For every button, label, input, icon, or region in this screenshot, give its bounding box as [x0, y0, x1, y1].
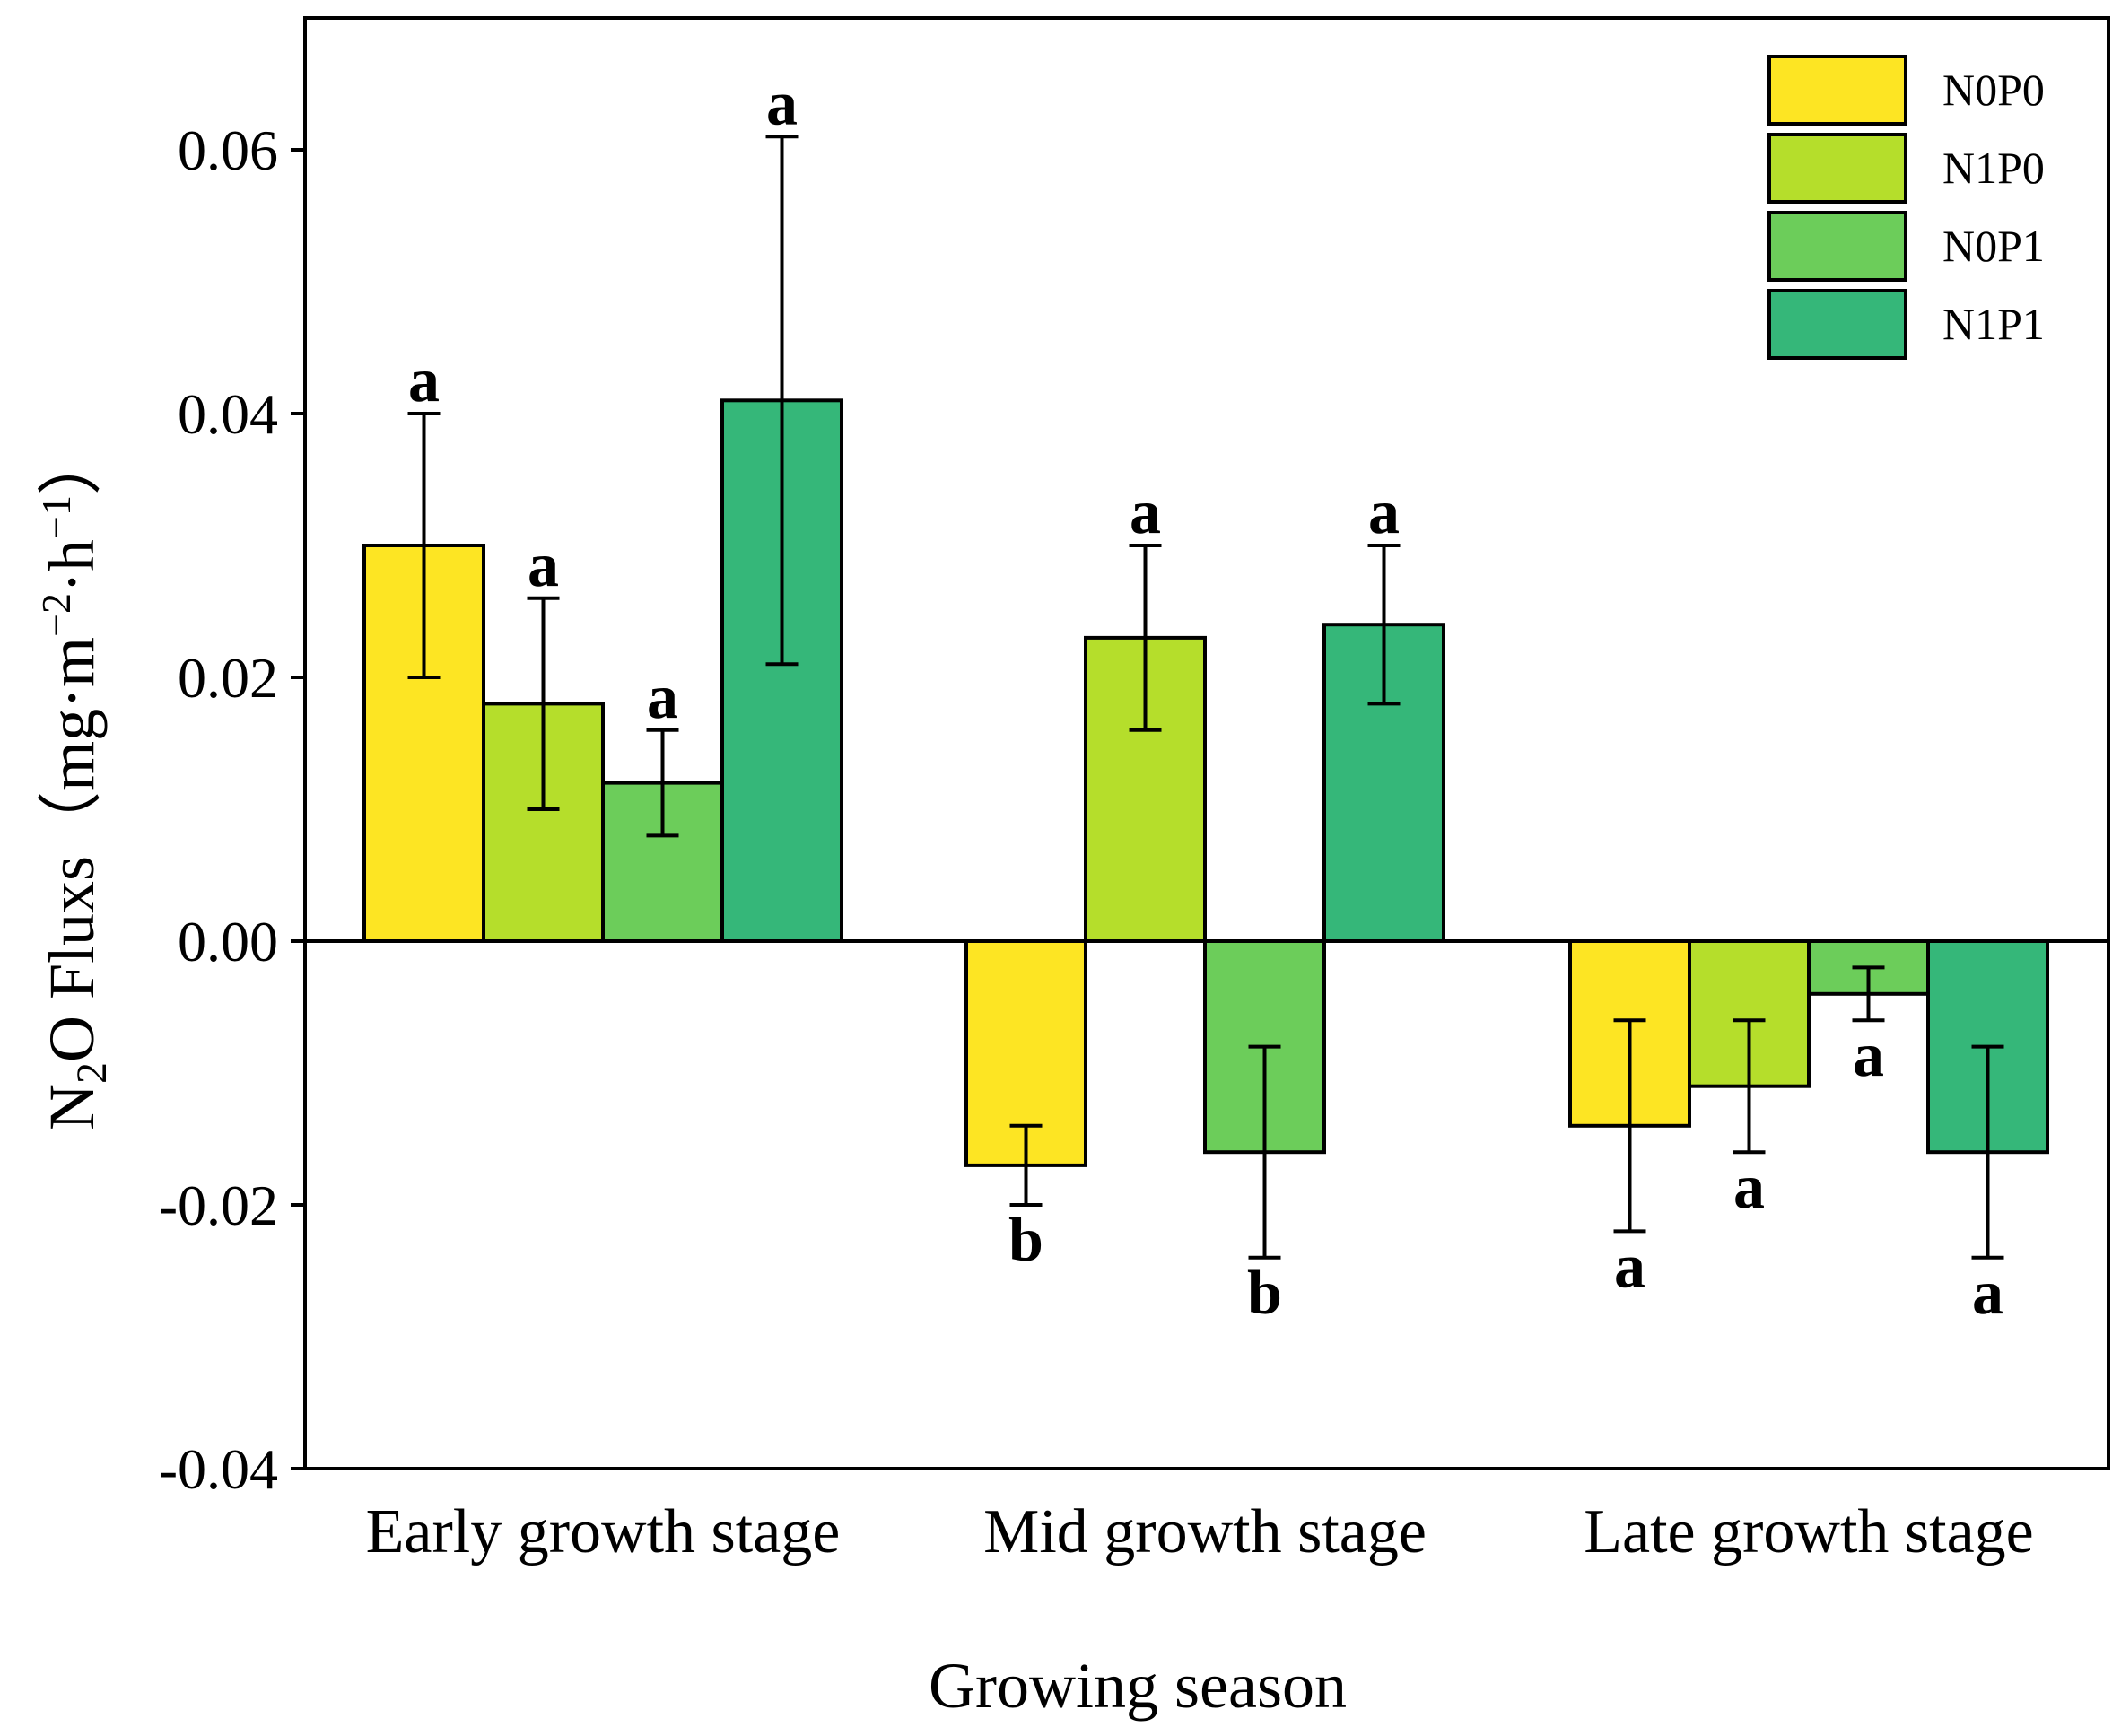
y-axis-title-suffix: O Fluxs — [36, 856, 108, 1062]
error-bar-n0p0-1 — [407, 412, 441, 679]
y-axis-title-unit-mid: ·h — [36, 539, 108, 593]
bars-layer — [362, 398, 2049, 1167]
legend-label-n0p1: N0P1 — [1942, 221, 2045, 271]
x-tick-label-3: Late growth stage — [1584, 1497, 2033, 1566]
y-axis-title-prefix: N — [36, 1084, 108, 1130]
significance-label-n1p1-1: a — [766, 69, 798, 138]
legend-label-n1p0: N1P0 — [1942, 143, 2045, 193]
axes-layer: Early growth stage Mid growth stage Late g… — [159, 16, 2110, 1566]
significance-label-n0p0-1: a — [408, 346, 440, 415]
error-bar-n0p1-2 — [1248, 1044, 1281, 1260]
significance-label-n1p0-3: a — [1733, 1153, 1765, 1222]
error-bar-n0p1-1 — [646, 728, 679, 838]
error-bar-n0p0-3 — [1613, 1018, 1646, 1234]
significance-label-n1p0-1: a — [528, 531, 559, 600]
y-axis-title-unit-exp2: −1 — [33, 495, 79, 539]
error-bar-n1p0-1 — [527, 596, 560, 811]
error-bar-n1p0-2 — [1129, 544, 1162, 732]
plot-frame — [303, 16, 2110, 1470]
y-tick-label: 0.00 — [178, 910, 278, 973]
y-axis-title-unit-close: ） — [36, 431, 108, 495]
y-tick-label: -0.02 — [159, 1173, 278, 1237]
y-axis-title-unit-exp1: −2 — [33, 593, 79, 637]
error-bars-layer — [407, 135, 2004, 1260]
legend-label-n1p1: N1P1 — [1942, 299, 2045, 349]
error-bar-n1p1-2 — [1367, 544, 1401, 706]
legend-label-n0p0: N0P0 — [1942, 65, 2045, 115]
significance-label-n0p1-1: a — [647, 663, 678, 732]
y-axis-title-subscript: 2 — [68, 1062, 116, 1084]
error-bar-n0p0-2 — [1009, 1123, 1043, 1207]
x-tick-label-1: Early growth stage — [366, 1497, 841, 1566]
significance-label-n0p0-2: b — [1008, 1206, 1043, 1275]
error-bar-n1p1-1 — [765, 135, 799, 667]
error-bar-n1p0-3 — [1733, 1018, 1766, 1155]
y-axis-title-unit-open: （mg·m — [36, 637, 108, 856]
legend-swatch-n0p1 — [1768, 211, 1907, 282]
significance-label-n0p1-3: a — [1853, 1021, 1884, 1090]
significance-label-n0p1-2: b — [1247, 1259, 1282, 1328]
legend-swatch-n1p1 — [1768, 289, 1907, 360]
significance-labels-layer: a a a a b a b a a a a a — [408, 69, 2003, 1328]
y-tick-label: 0.02 — [178, 646, 278, 710]
legend: N0P0 N1P0 N0P1 N1P1 — [1768, 55, 2045, 360]
y-axis-title: N2O Fluxs（mg·m−2·h−1） — [33, 431, 116, 1130]
significance-label-n0p0-3: a — [1614, 1232, 1645, 1301]
legend-swatch-n1p0 — [1768, 133, 1907, 204]
error-bar-n1p1-3 — [1971, 1044, 2004, 1260]
x-axis-title: Growing season — [929, 1650, 1347, 1722]
error-bar-n0p1-3 — [1852, 965, 1885, 1023]
y-tick-label: -0.04 — [159, 1437, 278, 1501]
legend-swatch-n0p0 — [1768, 55, 1907, 126]
y-tick-label: 0.04 — [178, 382, 278, 446]
x-tick-label-2: Mid growth stage — [983, 1497, 1427, 1566]
significance-label-n1p0-2: a — [1130, 478, 1161, 547]
y-tick-label: 0.06 — [178, 118, 278, 182]
bar-n1p1-1 — [720, 398, 843, 943]
significance-label-n1p1-3: a — [1972, 1259, 2003, 1328]
significance-label-n1p1-2: a — [1368, 478, 1400, 547]
